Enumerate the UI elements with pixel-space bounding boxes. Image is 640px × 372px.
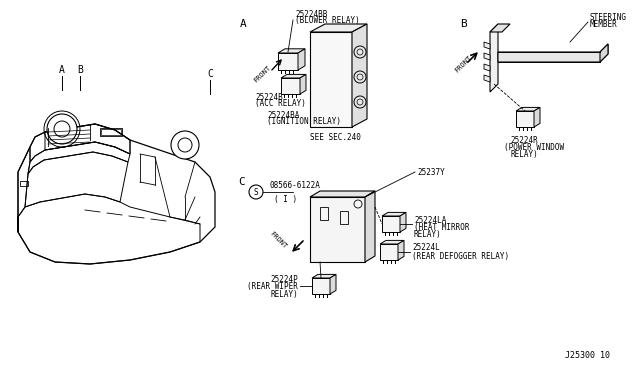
Polygon shape [278, 49, 305, 53]
Polygon shape [484, 53, 490, 60]
Text: FRONT: FRONT [453, 54, 472, 74]
Text: (ACC RELAY): (ACC RELAY) [255, 99, 306, 108]
Text: (REAR DEFOGGER RELAY): (REAR DEFOGGER RELAY) [412, 253, 509, 262]
Bar [382, 216, 400, 232]
Text: FRONT: FRONT [268, 230, 287, 250]
Text: 25224L: 25224L [412, 244, 440, 253]
Polygon shape [484, 75, 490, 82]
Text: B: B [77, 65, 83, 75]
Text: S: S [253, 187, 259, 196]
Polygon shape [281, 74, 306, 78]
Text: (BLOWER RELAY): (BLOWER RELAY) [295, 16, 360, 25]
Polygon shape [310, 24, 367, 32]
Text: SEE SEC.240: SEE SEC.240 [310, 132, 361, 141]
Circle shape [47, 114, 77, 144]
Circle shape [354, 71, 366, 83]
Polygon shape [298, 49, 305, 70]
Text: (IGNITION RELAY): (IGNITION RELAY) [267, 116, 341, 125]
Polygon shape [312, 275, 336, 278]
Bar [101, 129, 121, 135]
Bar [320, 207, 328, 220]
Circle shape [354, 96, 366, 108]
Text: RELAY): RELAY) [270, 289, 298, 298]
Circle shape [171, 131, 199, 159]
Bar [20, 181, 28, 186]
Text: (POWER WINDOW: (POWER WINDOW [504, 142, 564, 151]
Text: (HEAT MIRROR: (HEAT MIRROR [414, 222, 470, 231]
Polygon shape [490, 24, 510, 32]
Text: ( I ): ( I ) [274, 195, 297, 203]
Polygon shape [330, 275, 336, 294]
Polygon shape [534, 108, 540, 127]
Text: A: A [240, 19, 247, 29]
Bar [380, 244, 398, 260]
Polygon shape [310, 191, 375, 197]
Bar [516, 111, 534, 127]
Text: J25300 10: J25300 10 [565, 351, 610, 360]
Text: A: A [59, 65, 65, 75]
Text: 25224B: 25224B [255, 93, 283, 102]
Text: 25237Y: 25237Y [417, 167, 445, 176]
Text: 25224R: 25224R [510, 135, 538, 144]
Polygon shape [300, 74, 306, 94]
Polygon shape [484, 64, 490, 71]
Text: RELAY): RELAY) [414, 230, 442, 238]
Text: 25224BA: 25224BA [267, 110, 300, 119]
Polygon shape [600, 44, 608, 62]
Text: 25224P: 25224P [270, 276, 298, 285]
Bar [278, 53, 298, 70]
Text: C: C [238, 177, 244, 187]
Polygon shape [398, 240, 404, 260]
Bar [281, 78, 300, 94]
Polygon shape [365, 191, 375, 262]
Text: C: C [207, 69, 213, 79]
Bar [310, 32, 352, 127]
Text: (REAR WIPER: (REAR WIPER [247, 282, 298, 292]
Polygon shape [484, 42, 490, 49]
Text: MEMBER: MEMBER [590, 19, 618, 29]
Text: 25224LA: 25224LA [414, 215, 446, 224]
Text: RELAY): RELAY) [511, 150, 539, 158]
Text: STEERING: STEERING [590, 13, 627, 22]
Bar [100, 128, 122, 136]
Polygon shape [382, 212, 406, 216]
Polygon shape [498, 44, 608, 62]
Bar [340, 211, 348, 224]
Polygon shape [490, 24, 498, 92]
Circle shape [354, 46, 366, 58]
Bar [310, 197, 365, 262]
Text: 25224BB: 25224BB [295, 10, 328, 19]
Polygon shape [352, 24, 367, 127]
Text: B: B [460, 19, 467, 29]
Polygon shape [400, 212, 406, 232]
Bar [312, 278, 330, 294]
Polygon shape [380, 240, 404, 244]
Text: FRONT: FRONT [252, 64, 271, 84]
Text: 08566-6122A: 08566-6122A [270, 180, 321, 189]
Polygon shape [516, 108, 540, 111]
